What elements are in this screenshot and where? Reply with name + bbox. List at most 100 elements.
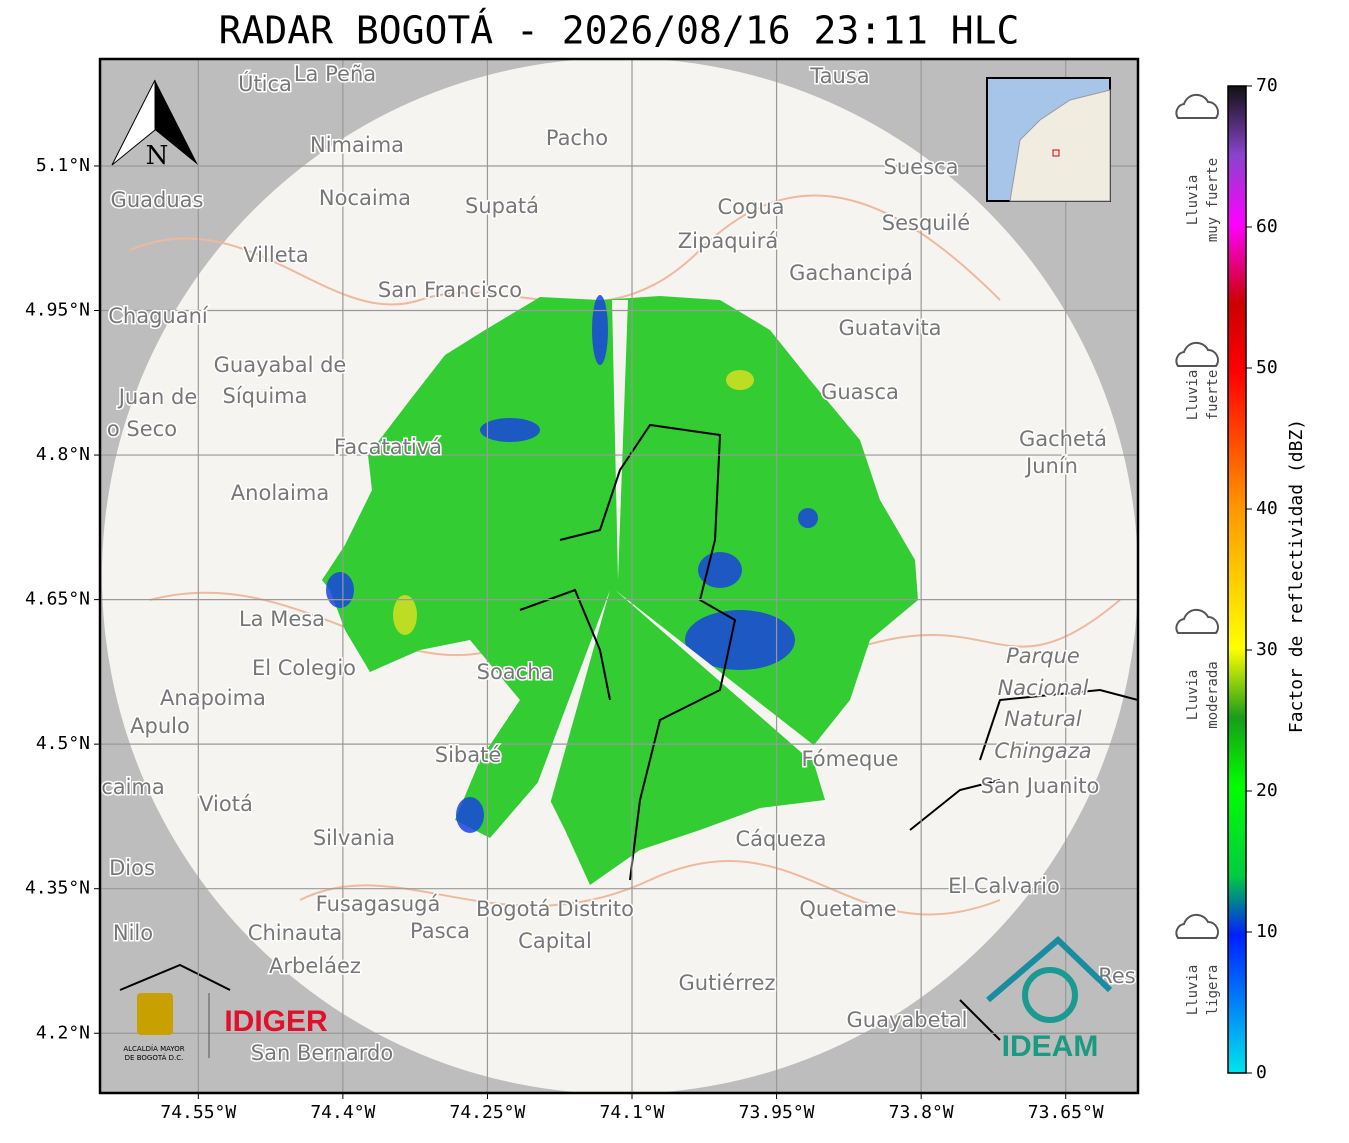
place-label: Guayabetal (847, 1008, 968, 1032)
y-tick-label: 4.2°N (36, 1022, 90, 1043)
cloud (1175, 341, 1219, 367)
map: Útica La Peña Tausa Pacho Nimaima Guaduas Noca… (100, 59, 1138, 1093)
graticule (100, 59, 1138, 1093)
colorbar (1227, 85, 1247, 1074)
place-label: El Colegio (252, 656, 356, 680)
legend-label: fuerte (1205, 370, 1221, 421)
place-label: Pacho (546, 126, 608, 150)
place-label: Guaduas (111, 188, 204, 212)
place-label: Sesquilé (882, 211, 970, 235)
alcaldia-line: ALCALDÍA MAYOR (123, 1044, 184, 1053)
north-label: N (146, 141, 169, 171)
place-label: La Mesa (239, 607, 325, 631)
place-label: Soacha (477, 660, 554, 684)
place-label: Supatá (465, 194, 539, 218)
colorbar-tick-label: 20 (1256, 780, 1278, 801)
place-label: Cogua (717, 195, 784, 219)
place-label: Fusagasugá (316, 892, 441, 916)
colorbar-tick-label: 40 (1256, 498, 1278, 519)
place-label: Gutiérrez (679, 971, 776, 995)
colorbar-label: Factor de reflectividad (dBZ) (1286, 419, 1307, 733)
inset-map (986, 77, 1111, 202)
place-label: Síquima (223, 384, 308, 408)
place-label: El Calvario (948, 874, 1060, 898)
place-label: Suesca (884, 155, 959, 179)
legend-label: Lluvia (1185, 370, 1201, 421)
x-tick-label: 73.95°W (739, 1102, 815, 1123)
place-label: San Francisco (378, 278, 522, 302)
boundaries (119, 423, 1138, 1041)
place-label: Res (1098, 964, 1136, 988)
place-label: Útica (238, 71, 292, 96)
place-label: Sibaté (435, 743, 502, 767)
place-label: Chinauta (248, 921, 342, 945)
place-label: Juan de (117, 385, 198, 409)
x-tick-label: 73.8°W (889, 1102, 954, 1123)
weather-icon (1175, 93, 1219, 119)
place-label: Chingaza (994, 739, 1091, 763)
legend-label: Lluvia (1185, 670, 1201, 721)
place-label: Dios (109, 856, 155, 880)
place-label: Guasca (821, 380, 899, 404)
place-label: Fómeque (801, 747, 898, 771)
cloud (1175, 608, 1219, 634)
place-label: Nilo (113, 921, 153, 945)
colorbar-tick-label: 50 (1256, 357, 1278, 378)
y-tick-label: 4.8°N (36, 444, 90, 465)
radar-echo (322, 296, 918, 885)
weather-icon (1175, 341, 1219, 367)
weather-icon (1175, 608, 1219, 634)
place-label: Parque (1006, 644, 1080, 668)
map-frame (98, 57, 1140, 1095)
place-label: Natural (1004, 707, 1082, 731)
ideam-logo: IDEAM (986, 935, 1113, 1063)
place-label: Guatavita (839, 316, 942, 340)
place-label: Nimaima (310, 133, 404, 157)
ideam-label: IDEAM (1002, 1030, 1099, 1063)
y-tick-label: 4.5°N (36, 733, 90, 754)
place-label: Capital (518, 929, 592, 953)
y-tick-label: 5.1°N (36, 155, 90, 176)
place-label: Junín (1024, 454, 1078, 478)
place-label: San Juanito (981, 774, 1100, 798)
alcaldia-logo: ALCALDÍA MAYOR DE BOGOTÁ D.C. (123, 993, 210, 1062)
cloud (1175, 93, 1219, 119)
place-label: Viotá (199, 792, 253, 816)
title: RADAR BOGOTÁ - 2026/08/16 23:11 HLC (219, 9, 1020, 53)
colorbar-tick-label: 0 (1256, 1062, 1267, 1083)
colorbar-tick-label: 70 (1256, 75, 1278, 96)
radar-echo-moderate (393, 370, 754, 635)
place-label: Arbeláez (269, 954, 361, 978)
place-label: Silvania (313, 826, 395, 850)
place-label: San Bernardo (251, 1041, 393, 1065)
place-label: Nacional (998, 676, 1089, 700)
y-tick-label: 4.35°N (25, 878, 90, 899)
idiger-logo: IDIGER (224, 1005, 328, 1038)
place-label: Tausa (809, 64, 869, 88)
alcaldia-line: DE BOGOTÁ D.C. (125, 1053, 184, 1062)
place-label: Anapoima (160, 686, 266, 710)
colorbar-tick-label: 30 (1256, 639, 1278, 660)
beam-gaps (520, 300, 820, 840)
legend-label: muy fuerte (1205, 158, 1221, 242)
place-label: Apulo (130, 714, 190, 738)
y-tick-label: 4.95°N (25, 300, 90, 321)
x-tick-label: 74.1°W (599, 1102, 664, 1123)
legend-label: Lluvia (1185, 175, 1201, 226)
place-label: Pasca (410, 919, 470, 943)
place-label: Zipaquirá (678, 229, 778, 253)
x-tick-label: 74.4°W (310, 1102, 375, 1123)
legend-label: Lluvia (1185, 965, 1201, 1016)
colorbar-tick-label: 10 (1256, 921, 1278, 942)
x-tick-label: 74.25°W (450, 1102, 526, 1123)
y-tick-label: 4.65°N (25, 589, 90, 610)
place-label: La Peña (294, 62, 376, 86)
place-label: Gachancipá (789, 261, 913, 285)
place-label: Quetame (799, 897, 896, 921)
place-label: o Seco (107, 417, 177, 441)
place-label: Gachetá (1019, 427, 1107, 451)
place-label: Nocaima (319, 186, 411, 210)
x-tick-label: 74.55°W (160, 1102, 236, 1123)
